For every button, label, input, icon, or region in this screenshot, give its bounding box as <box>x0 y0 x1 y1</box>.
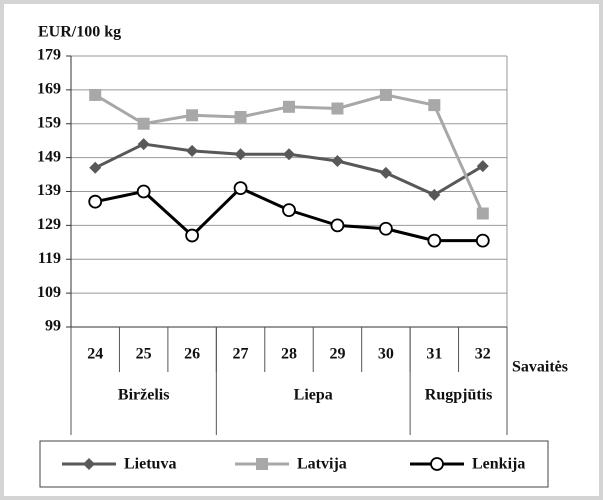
data-point <box>89 161 102 174</box>
y-tick-label: 159 <box>37 114 61 131</box>
x-tick-label: 31 <box>426 346 442 363</box>
y-tick-label: 149 <box>37 148 61 165</box>
data-point <box>137 138 150 151</box>
legend-label: Latvija <box>297 456 347 473</box>
y-tick-label: 99 <box>45 318 61 335</box>
x-tick-label: 25 <box>136 346 152 363</box>
legend-marker <box>83 458 95 470</box>
x-tick-label: 26 <box>184 346 200 363</box>
data-point <box>137 117 150 130</box>
data-point <box>233 181 248 196</box>
data-point <box>283 100 295 113</box>
group-label: Birželis <box>118 387 170 404</box>
legend-label: Lietuva <box>124 456 176 473</box>
legend-marker <box>256 458 268 470</box>
x-tick-label: 30 <box>378 346 394 363</box>
data-point <box>186 144 199 157</box>
data-point <box>185 228 200 243</box>
y-tick-label: 129 <box>37 216 61 233</box>
data-point <box>331 102 344 115</box>
group-label: Liepa <box>294 387 333 404</box>
x-tick-label: 29 <box>329 346 345 363</box>
y-tick-label: 109 <box>37 284 61 301</box>
data-point <box>234 148 247 161</box>
data-point <box>330 218 345 233</box>
data-point <box>186 109 199 122</box>
data-point <box>428 99 441 112</box>
data-point <box>234 110 247 123</box>
y-tick-label: 119 <box>38 250 61 267</box>
data-point <box>136 184 151 199</box>
x-tick-label: 24 <box>87 346 103 363</box>
legend-label: Lenkija <box>472 456 525 473</box>
data-point <box>89 88 102 101</box>
y-axis-label: EUR/100 kg <box>38 24 121 41</box>
x-axis-label: Savaitės <box>512 359 568 376</box>
data-point <box>379 88 392 101</box>
legend-marker <box>430 457 444 471</box>
data-point <box>331 155 344 168</box>
data-point <box>476 207 489 220</box>
data-point <box>475 233 490 248</box>
data-point <box>427 233 442 248</box>
data-point <box>378 221 393 236</box>
data-point <box>379 166 392 179</box>
x-tick-label: 28 <box>281 346 297 363</box>
data-point <box>88 194 103 209</box>
data-point <box>282 203 296 218</box>
y-tick-label: 179 <box>37 47 61 64</box>
x-tick-label: 32 <box>475 346 491 363</box>
data-point <box>283 148 295 161</box>
data-point <box>428 188 441 201</box>
x-tick-label: 27 <box>233 346 249 363</box>
group-label: Rugpjūtis <box>425 387 493 404</box>
y-tick-label: 169 <box>37 81 61 98</box>
data-point <box>476 160 489 173</box>
y-tick-label: 139 <box>37 182 61 199</box>
